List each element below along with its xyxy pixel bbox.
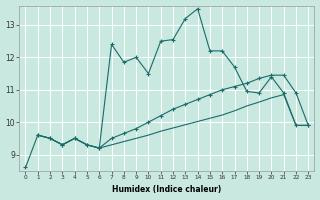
X-axis label: Humidex (Indice chaleur): Humidex (Indice chaleur) (112, 185, 221, 194)
